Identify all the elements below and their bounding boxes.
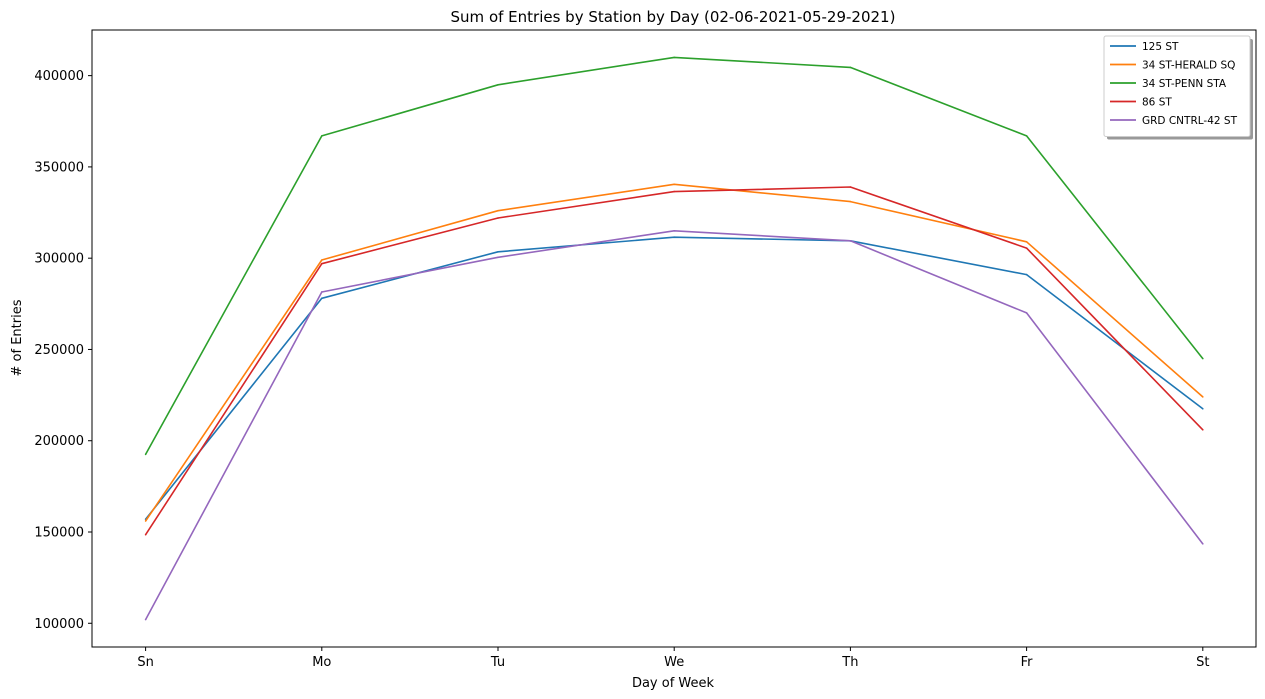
series-line-34-st-herald-sq	[144, 183, 1204, 522]
data-point-86-st	[144, 533, 147, 536]
series-line-86-st	[144, 186, 1204, 536]
data-point-86-st	[849, 186, 852, 188]
data-point-34-st-penn-sta	[1025, 135, 1028, 137]
legend-box	[1103, 35, 1251, 137]
data-point-125-st	[1202, 407, 1204, 410]
legend-label: 34 ST-HERALD SQ	[1142, 60, 1235, 72]
data-point-125-st	[673, 236, 675, 238]
data-point-125-st	[1025, 273, 1028, 276]
x-axis: Sn Mo Tu We Th Fr St	[137, 647, 1209, 670]
legend-label: 34 ST-PENN STA	[1142, 78, 1227, 90]
data-point-86-st	[673, 190, 675, 193]
data-point-grd-cntrl-42-st	[673, 229, 675, 232]
x-tick-label: Mo	[312, 655, 331, 670]
y-tick-label: 250000	[34, 343, 84, 358]
series-line-34-st-penn-sta	[144, 56, 1204, 455]
data-point-34-st-herald-sq	[1025, 240, 1028, 243]
legend-label: 125 ST	[1142, 41, 1179, 53]
legend: 125 ST 34 ST-HERALD SQ 34 ST-PENN STA 86 ST…	[1103, 35, 1253, 140]
y-tick-label: 150000	[34, 525, 84, 540]
data-point-125-st	[497, 250, 499, 253]
data-point-grd-cntrl-42-st	[144, 618, 147, 621]
x-tick-label: Th	[841, 655, 858, 670]
x-axis-title: Day of Week	[632, 676, 715, 691]
data-point-34-st-herald-sq	[1202, 396, 1204, 398]
series-line-grd-cntrl-42-st	[144, 230, 1204, 620]
data-point-34-st-penn-sta	[849, 66, 852, 69]
y-axis-title: # of Entries	[10, 299, 25, 376]
legend-label: 86 ST	[1142, 97, 1172, 109]
chart-title: Sum of Entries by Station by Day (02-06-…	[451, 8, 896, 26]
legend-label: GRD CNTRL-42 ST	[1142, 115, 1238, 127]
data-point-34-st-penn-sta	[673, 56, 675, 59]
data-point-34-st-penn-sta	[497, 83, 499, 86]
data-point-86-st	[497, 217, 499, 219]
data-point-86-st	[1025, 247, 1028, 249]
data-point-86-st	[321, 262, 323, 265]
data-point-34-st-herald-sq	[144, 520, 147, 522]
data-point-34-st-herald-sq	[849, 200, 852, 203]
y-tick-label: 300000	[34, 252, 84, 267]
x-tick-label: Sn	[137, 655, 154, 670]
data-point-34-st-herald-sq	[321, 259, 323, 261]
data-point-grd-cntrl-42-st	[1025, 312, 1028, 314]
plot-frame	[91, 29, 1257, 648]
series-line-125-st	[144, 236, 1204, 520]
y-tick-label: 400000	[34, 69, 84, 84]
data-point-34-st-herald-sq	[497, 209, 499, 212]
data-point-34-st-herald-sq	[673, 183, 675, 186]
y-tick-label: 100000	[34, 617, 84, 632]
data-point-grd-cntrl-42-st	[497, 256, 499, 259]
x-tick-label: St	[1196, 655, 1209, 670]
y-tick-label: 350000	[34, 160, 84, 175]
plot-area	[144, 56, 1204, 621]
data-point-34-st-penn-sta	[144, 453, 147, 456]
y-axis: 100000 150000 200000 250000 300000 350000 4000…	[34, 69, 92, 632]
data-point-grd-cntrl-42-st	[849, 240, 852, 242]
data-point-86-st	[1202, 428, 1204, 431]
x-tick-label: Tu	[490, 655, 505, 670]
data-point-grd-cntrl-42-st	[1202, 543, 1204, 545]
data-point-grd-cntrl-42-st	[321, 291, 323, 293]
x-tick-label: Fr	[1021, 655, 1034, 670]
data-point-34-st-penn-sta	[321, 135, 323, 137]
data-point-34-st-penn-sta	[1202, 357, 1204, 360]
y-tick-label: 200000	[34, 434, 84, 449]
data-point-125-st	[321, 297, 323, 300]
x-tick-label: We	[664, 655, 684, 670]
